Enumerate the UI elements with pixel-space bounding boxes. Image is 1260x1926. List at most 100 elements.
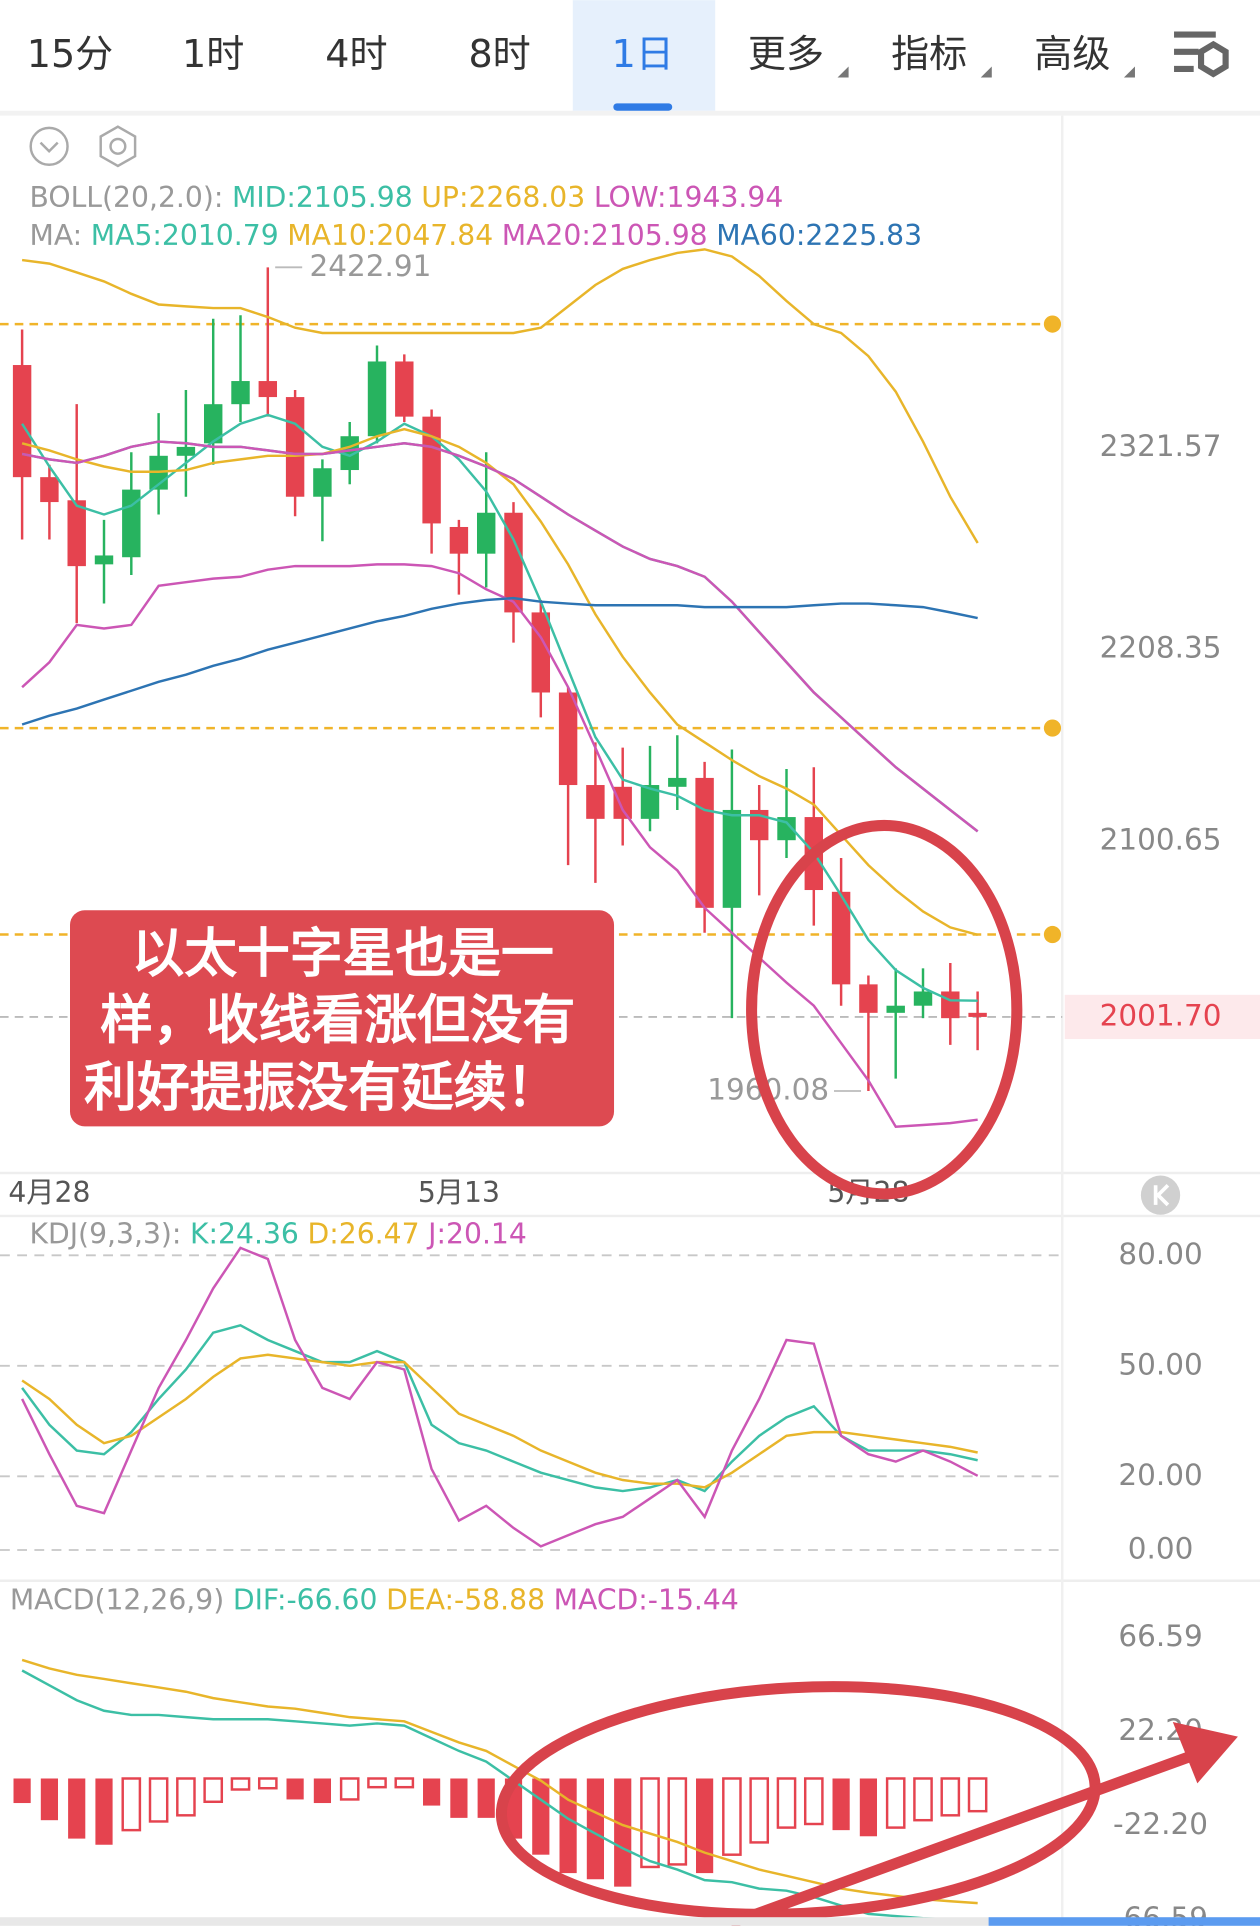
icon-circle: [29, 126, 69, 166]
y-tick-label: 2321.57: [1100, 429, 1222, 463]
macd-bar: [339, 1777, 360, 1801]
macd-bar: [394, 1777, 415, 1789]
y-tick-label: 50.00: [1118, 1347, 1202, 1381]
candle-body: [203, 404, 223, 444]
last-price-label: 2001.70: [1100, 998, 1222, 1032]
annotation-text: 以太十字星也是一: [131, 924, 553, 985]
icon-glyph: [1153, 1183, 1170, 1207]
dropdown-caret: [837, 66, 849, 78]
indicator-line: [21, 248, 979, 544]
highlight-ellipse: [746, 819, 1023, 1200]
candle-body: [40, 477, 59, 503]
candle-body: [913, 991, 933, 1006]
candle-body: [968, 1012, 987, 1017]
arrow-shaft: [728, 1748, 1200, 1926]
legend-entry: LOW:1943.94: [594, 181, 783, 214]
macd-bar: [40, 1778, 59, 1821]
candle-body: [613, 786, 632, 819]
indicator-line: [21, 1658, 978, 1905]
legend-entry: MACD:-15.44: [554, 1584, 739, 1617]
macd-bar: [532, 1778, 550, 1855]
indicator-line: [21, 1669, 978, 1921]
annotation-text: 利好提振没有延续！: [84, 1057, 559, 1118]
legend-entry: DIF:-66.60: [233, 1584, 378, 1617]
macd-bar: [13, 1778, 31, 1804]
macd-bar: [667, 1777, 688, 1866]
macd-bar: [885, 1777, 906, 1829]
candle-body: [449, 526, 469, 554]
tab[interactable]: 高级: [1034, 32, 1110, 76]
legend-entry: MA5:2010.79: [91, 219, 279, 252]
legend-entry: MA60:2225.83: [716, 219, 922, 252]
candle-body: [886, 1005, 905, 1013]
macd-bar: [68, 1778, 86, 1839]
annotation-box: [70, 910, 615, 1127]
macd-bar: [423, 1778, 441, 1806]
candle-body: [476, 512, 496, 554]
panel-divider: [0, 1579, 1260, 1582]
candle-body: [395, 361, 414, 417]
candle-body: [722, 809, 742, 908]
macd-bar: [148, 1777, 169, 1823]
candle-body: [367, 361, 387, 437]
legend-entry: UP:2268.03: [421, 181, 585, 214]
candle-body: [422, 416, 441, 524]
macd-bar: [640, 1777, 660, 1869]
icon-circle: [109, 137, 127, 155]
candle-body: [640, 785, 660, 819]
macd-bar: [967, 1777, 988, 1813]
y-tick-label: 2208.35: [1100, 631, 1222, 665]
legend-entry: K:24.36: [190, 1218, 299, 1251]
legend-entry: MACD(12,26,9): [10, 1584, 224, 1617]
tab[interactable]: 15分: [27, 32, 114, 76]
candle-body: [831, 891, 851, 985]
candle-body: [668, 777, 687, 787]
legend-entry: BOLL(20,2.0):: [29, 181, 223, 214]
indicator-icon[interactable]: [99, 125, 137, 168]
legend-entry: DEA:-58.88: [386, 1584, 545, 1617]
tab[interactable]: 4时: [325, 32, 387, 76]
collapse-icon[interactable]: [29, 126, 69, 166]
overlay: 以太十字星也是一 样，收线看涨但没有 利好提振没有延续！: [0, 819, 1260, 1926]
macd-bar: [859, 1778, 878, 1837]
alert-dot: [1043, 315, 1062, 333]
candle-body: [586, 785, 605, 819]
candle-body: [695, 777, 714, 908]
high-label: 2422.91: [310, 249, 432, 283]
icon-hex: [1197, 40, 1229, 78]
candle-body: [558, 692, 578, 786]
scroll-thumb[interactable]: [988, 1917, 1260, 1926]
x-tick-label: 5月13: [418, 1176, 500, 1209]
y-tick-label: 0.00: [1128, 1532, 1194, 1566]
y-tick-label: -22.20: [1113, 1807, 1208, 1841]
macd-bar: [559, 1778, 577, 1874]
tab[interactable]: 1日: [612, 32, 674, 76]
back-to-latest[interactable]: [1140, 1175, 1181, 1215]
indicator-line: [21, 1246, 979, 1548]
panel-divider: [0, 1214, 1260, 1218]
indicator-line: [21, 563, 978, 1128]
active-tab-underline: [613, 103, 673, 111]
candle-body: [504, 512, 523, 613]
macd-bar: [257, 1777, 278, 1790]
header-divider: [0, 110, 1260, 116]
candle-body: [258, 381, 278, 398]
tab[interactable]: 1时: [182, 32, 244, 76]
tab[interactable]: 指标: [891, 32, 967, 76]
candle-body: [12, 365, 32, 478]
settings-icon[interactable]: [1174, 31, 1229, 78]
legend-entry: D:26.47: [307, 1218, 419, 1251]
tab[interactable]: 8时: [468, 32, 530, 76]
candle-body: [941, 991, 960, 1019]
candle-body: [231, 381, 250, 405]
macd-bar: [477, 1778, 495, 1818]
x-tick-label: 4月28: [8, 1176, 90, 1209]
legend-entry: KDJ(9,3,3):: [29, 1218, 181, 1251]
tab[interactable]: 更多: [748, 32, 824, 76]
legend-entry: J:20.14: [426, 1218, 527, 1251]
dropdown-caret: [1123, 66, 1135, 78]
candle-body: [176, 446, 196, 456]
y-tick-label: 80.00: [1118, 1237, 1202, 1271]
